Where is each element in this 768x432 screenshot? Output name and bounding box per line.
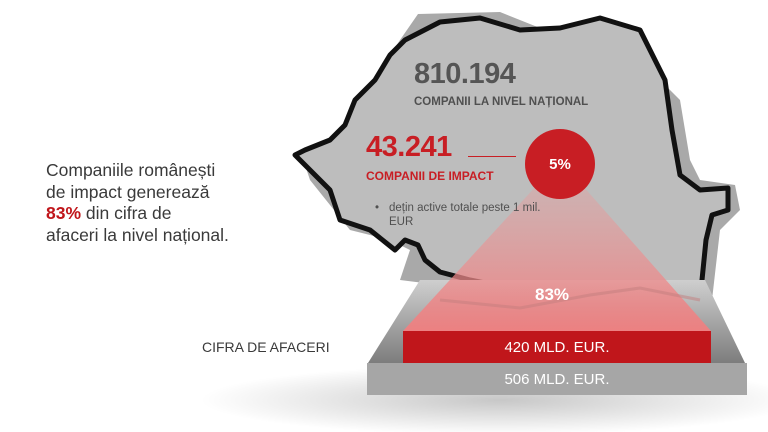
impact-count: 43.241: [366, 131, 452, 163]
impact-label: COMPANII DE IMPACT: [366, 169, 494, 183]
national-turnover-bar: 506 MLD. EUR.: [367, 363, 747, 395]
national-count: 810.194: [414, 58, 516, 90]
intro-statement: Companiile românești de impact generează…: [46, 160, 276, 246]
turnover-label: CIFRA DE AFACERI: [202, 339, 330, 355]
intro-highlight: 83%: [46, 203, 82, 223]
impact-share-badge: 5%: [525, 129, 595, 199]
intro-line: 83% din cifra de: [46, 203, 276, 225]
intro-line: afaceri la nivel național.: [46, 224, 229, 245]
bullet-text: dețin active totale peste 1 mil. EUR: [389, 202, 541, 228]
impact-bullet: • dețin active totale peste 1 mil. EUR: [375, 201, 549, 229]
national-label: COMPANII LA NIVEL NAȚIONAL: [414, 96, 589, 108]
bullet-icon: •: [375, 202, 380, 214]
impact-share-value: 5%: [549, 155, 571, 173]
intro-line: de impact generează: [46, 181, 210, 202]
national-turnover-value: 506 MLD. EUR.: [504, 370, 610, 388]
impact-turnover-value: 420 MLD. EUR.: [504, 338, 610, 356]
connector-line: [468, 156, 516, 157]
intro-line-rest: din cifra de: [81, 203, 172, 223]
turnover-share-value: 83%: [535, 285, 570, 304]
intro-line: Companiile românești: [46, 160, 216, 180]
impact-turnover-bar: 420 MLD. EUR.: [403, 331, 711, 363]
